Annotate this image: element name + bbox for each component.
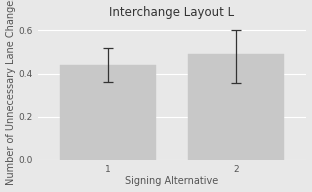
Bar <box>60 65 156 160</box>
Y-axis label: Number of Unnecessary Lane Changes: Number of Unnecessary Lane Changes <box>6 0 16 185</box>
Bar <box>188 54 284 160</box>
X-axis label: Signing Alternative: Signing Alternative <box>125 176 219 186</box>
Title: Interchange Layout L: Interchange Layout L <box>110 6 235 19</box>
